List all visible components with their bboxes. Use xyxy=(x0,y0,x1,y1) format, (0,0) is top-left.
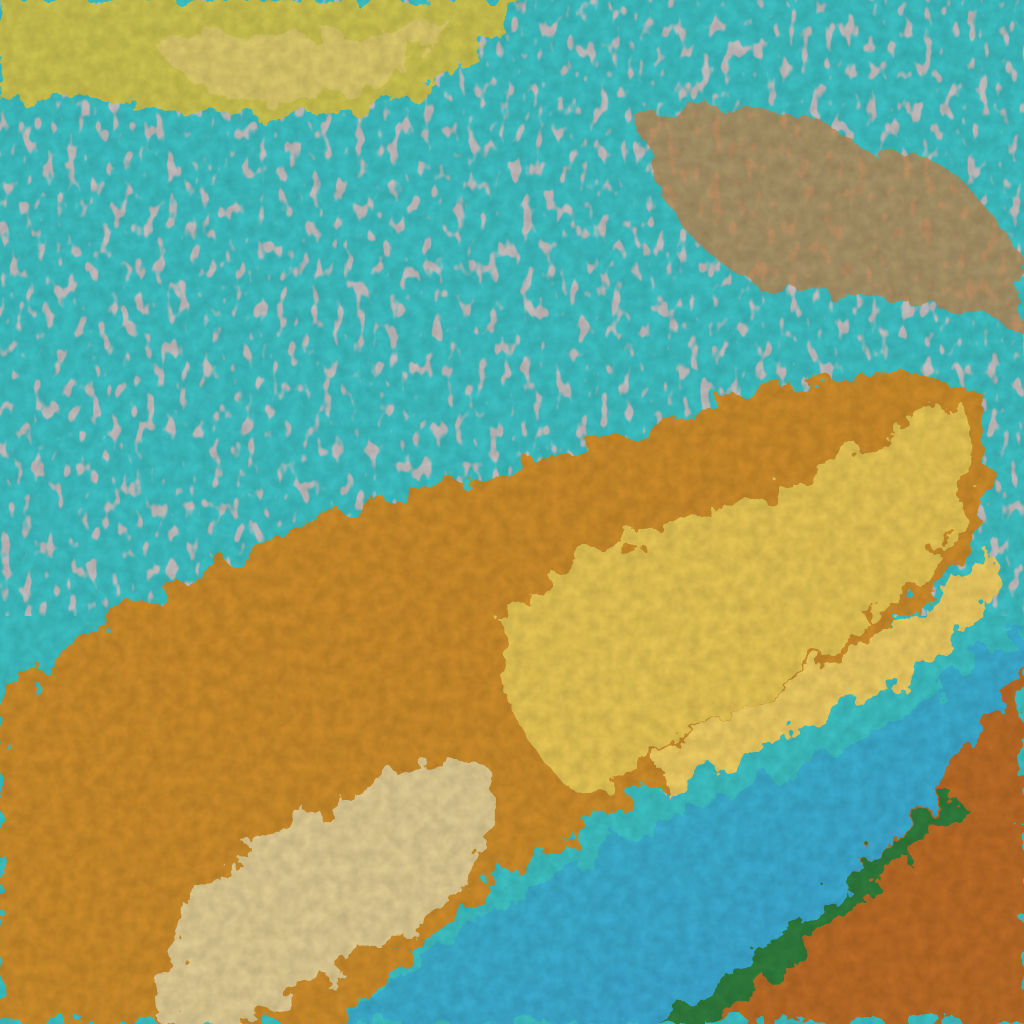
satellite-image xyxy=(0,0,1024,1024)
cloud-texture-overlay xyxy=(0,0,1024,1024)
